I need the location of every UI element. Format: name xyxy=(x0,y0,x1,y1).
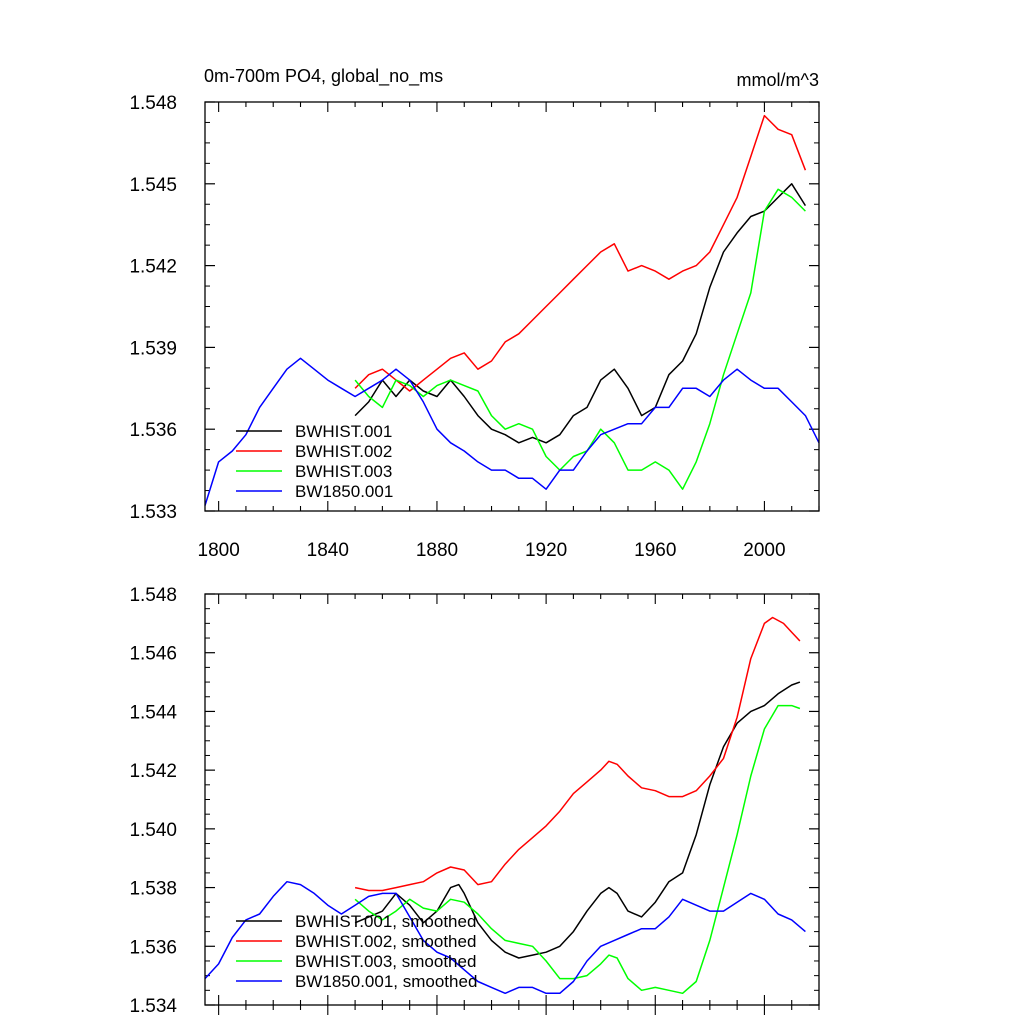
y-tick-label: 1.548 xyxy=(129,93,177,114)
x-tick-label: 2000 xyxy=(743,540,785,561)
top-axis-ticks: 1.533 1.536 1.539 1.542 1.545 1.548 1800 1840 18… xyxy=(129,93,820,561)
legend-label: BW1850.001 xyxy=(295,482,393,501)
series-line-bwhist-003 xyxy=(354,188,806,490)
legend-label: BWHIST.002, smoothed xyxy=(295,932,476,951)
x-tick-label: 1960 xyxy=(634,540,676,561)
y-tick-label: 1.545 xyxy=(129,175,177,196)
top-plot-lines xyxy=(204,114,820,506)
y-tick-label: 1.533 xyxy=(129,502,177,523)
y-tick-label: 1.534 xyxy=(129,996,177,1017)
bottom-plot-frame xyxy=(204,593,820,1006)
y-tick-label: 1.536 xyxy=(129,420,177,441)
series-line-bw1850-001-smoothed xyxy=(204,880,806,995)
series-line-bwhist-003-smoothed xyxy=(354,704,801,995)
series-line-bwhist-001-smoothed xyxy=(354,681,801,959)
bottom-panel: 1.534 1.536 1.538 1.540 1.542 1.544 1.546 1.548… xyxy=(129,585,820,1017)
y-tick-label: 1.540 xyxy=(129,820,177,841)
y-tick-label: 1.542 xyxy=(129,761,177,782)
y-tick-label: 1.548 xyxy=(129,585,177,606)
y-tick-label: 1.536 xyxy=(129,937,177,958)
series-line-bwhist-001 xyxy=(354,183,807,444)
top-plot-frame xyxy=(204,101,820,512)
bottom-plot-lines xyxy=(204,616,806,995)
series-line-bw1850-001 xyxy=(204,357,820,506)
y-tick-label: 1.538 xyxy=(129,879,177,900)
x-tick-label: 1920 xyxy=(525,540,567,561)
legend-label: BW1850.001, smoothed xyxy=(295,972,477,991)
legend-label: BWHIST.003, smoothed xyxy=(295,952,476,971)
x-tick-label: 1880 xyxy=(416,540,458,561)
y-tick-label: 1.546 xyxy=(129,644,177,665)
y-tick-label: 1.539 xyxy=(129,338,177,359)
x-tick-label: 1800 xyxy=(198,540,240,561)
chart-title: 0m-700m PO4, global_no_ms xyxy=(204,66,443,87)
units-label: mmol/m^3 xyxy=(737,70,819,90)
x-tick-label: 1840 xyxy=(307,540,349,561)
series-line-bwhist-002-smoothed xyxy=(354,616,801,892)
legend-label: BWHIST.001, smoothed xyxy=(295,912,476,931)
series-line-bwhist-002 xyxy=(354,114,807,392)
top-panel: 0m-700m PO4, global_no_ms mmol/m^3 1.533… xyxy=(129,66,820,561)
legend-label: BWHIST.002 xyxy=(295,442,392,461)
bottom-axis-ticks: 1.534 1.536 1.538 1.540 1.542 1.544 1.546 1.548 xyxy=(129,585,820,1017)
y-tick-label: 1.544 xyxy=(129,702,177,723)
legend-label: BWHIST.001 xyxy=(295,422,392,441)
legend-label: BWHIST.003 xyxy=(295,462,392,481)
y-tick-label: 1.542 xyxy=(129,257,177,278)
